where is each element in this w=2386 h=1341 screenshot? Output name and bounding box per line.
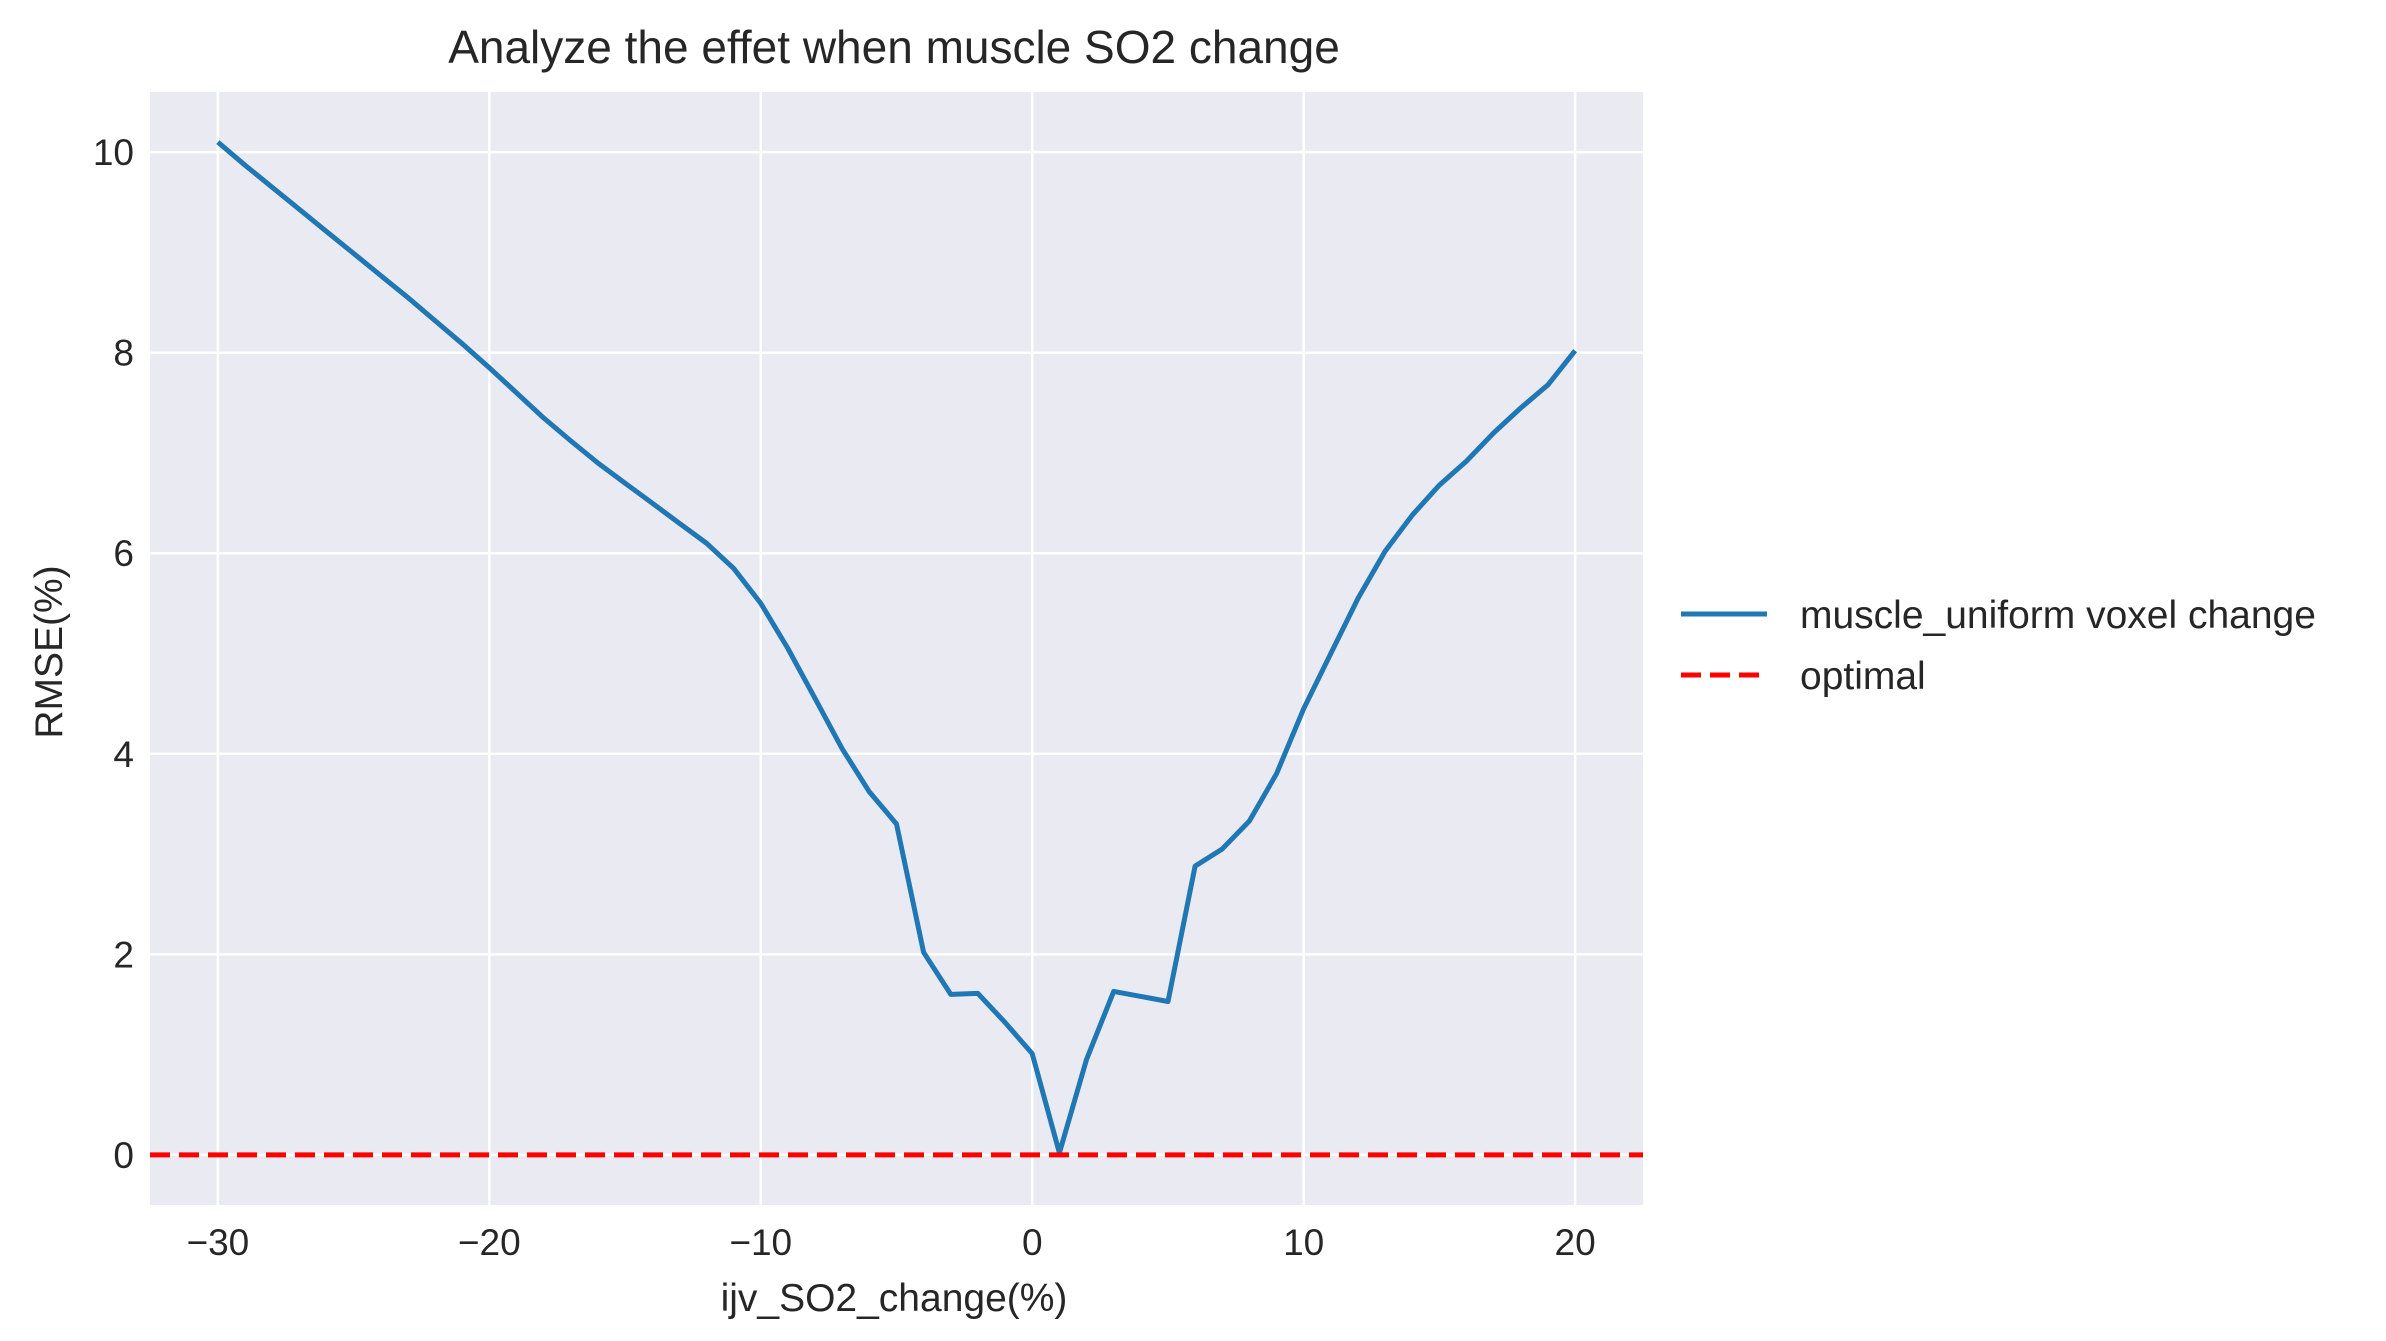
legend: muscle_uniform voxel change optimal (1681, 594, 2316, 698)
y-tick-labels: 0 2 4 6 8 10 (93, 132, 134, 1176)
chart-title: Analyze the effet when muscle SO2 change (448, 21, 1340, 73)
y-tick-label: 8 (113, 333, 134, 374)
x-tick-label: 10 (1283, 1222, 1324, 1263)
series-line-muscle-uniform (216, 140, 1578, 1156)
x-axis-label: ijv_SO2_change(%) (721, 1277, 1068, 1320)
y-axis-label: RMSE(%) (28, 565, 71, 738)
x-tick-label: 20 (1555, 1222, 1596, 1263)
legend-label-optimal: optimal (1800, 655, 1926, 698)
y-tick-label: 4 (113, 734, 134, 775)
x-tick-labels: −30 −20 −10 0 10 20 (186, 1222, 1595, 1263)
legend-label-muscle-uniform: muscle_uniform voxel change (1800, 594, 2316, 637)
x-tick-label: −20 (458, 1222, 521, 1263)
x-tick-label: 0 (1022, 1222, 1043, 1263)
y-tick-label: 0 (113, 1135, 134, 1176)
x-tick-label: −10 (729, 1222, 792, 1263)
y-tick-label: 6 (113, 533, 134, 574)
x-tick-label: −30 (186, 1222, 249, 1263)
y-tick-label: 2 (113, 934, 134, 975)
plot-background (150, 92, 1643, 1205)
y-tick-label: 10 (93, 132, 134, 173)
series-lines (150, 140, 1643, 1158)
